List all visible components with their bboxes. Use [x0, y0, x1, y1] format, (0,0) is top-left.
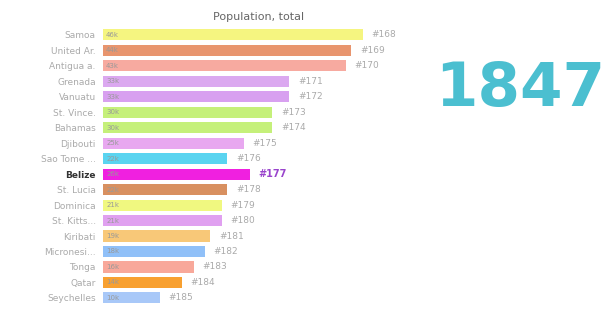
Bar — [103, 169, 250, 180]
Text: #168: #168 — [371, 30, 396, 39]
Text: #177: #177 — [258, 169, 287, 179]
Text: 21k: 21k — [106, 218, 119, 224]
Text: 33k: 33k — [106, 94, 119, 100]
Text: #181: #181 — [219, 232, 244, 241]
Text: 44k: 44k — [106, 47, 119, 53]
Text: 19k: 19k — [106, 233, 119, 239]
Text: 33k: 33k — [106, 78, 119, 84]
Text: 16k: 16k — [106, 264, 119, 270]
Text: 14k: 14k — [106, 279, 119, 285]
Text: 46k: 46k — [106, 32, 119, 38]
Text: 30k: 30k — [106, 125, 119, 131]
Bar — [103, 215, 222, 226]
Bar — [103, 246, 205, 257]
Text: #170: #170 — [354, 61, 379, 70]
Bar — [103, 153, 227, 164]
Text: 30k: 30k — [106, 109, 119, 115]
Text: 22k: 22k — [106, 156, 119, 162]
Bar — [103, 277, 182, 288]
Text: #182: #182 — [213, 247, 238, 256]
Text: #171: #171 — [298, 77, 323, 86]
Bar — [103, 184, 227, 195]
Bar — [103, 107, 272, 118]
Bar — [103, 138, 244, 149]
Text: #176: #176 — [236, 154, 261, 163]
Bar — [103, 45, 351, 56]
Text: 21k: 21k — [106, 202, 119, 208]
Text: 18k: 18k — [106, 249, 119, 254]
Text: #180: #180 — [230, 216, 255, 225]
Bar — [103, 122, 272, 133]
Text: 26k: 26k — [106, 171, 119, 177]
Bar — [103, 29, 363, 40]
Text: #173: #173 — [281, 108, 306, 117]
Bar — [103, 261, 193, 273]
Text: #178: #178 — [236, 185, 261, 194]
Text: #175: #175 — [253, 139, 277, 148]
Text: #179: #179 — [230, 201, 255, 210]
Bar — [103, 230, 210, 242]
Bar — [103, 199, 222, 211]
Text: #174: #174 — [281, 123, 306, 132]
Bar — [103, 292, 160, 303]
Text: #183: #183 — [202, 262, 227, 271]
Text: 10k: 10k — [106, 295, 119, 301]
Text: 25k: 25k — [106, 140, 119, 146]
Text: 43k: 43k — [106, 63, 119, 69]
Title: Population, total: Population, total — [213, 12, 304, 22]
Text: #185: #185 — [168, 293, 193, 302]
Bar — [103, 60, 346, 71]
Bar — [103, 91, 289, 102]
Bar — [103, 76, 289, 87]
Text: 1847: 1847 — [435, 60, 605, 119]
Text: #172: #172 — [298, 92, 322, 101]
Text: #169: #169 — [360, 46, 385, 55]
Text: #184: #184 — [191, 278, 215, 287]
Text: 22k: 22k — [106, 187, 119, 193]
